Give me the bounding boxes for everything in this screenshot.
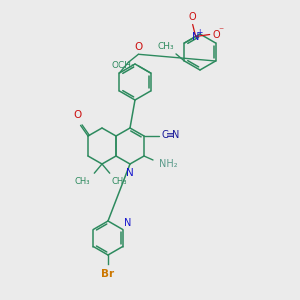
Text: NH₂: NH₂ bbox=[159, 159, 178, 169]
Text: O: O bbox=[74, 110, 82, 120]
Text: OCH₃: OCH₃ bbox=[112, 61, 136, 70]
Text: N: N bbox=[192, 32, 200, 41]
Text: O: O bbox=[134, 42, 142, 52]
Text: ≡: ≡ bbox=[166, 130, 174, 140]
Text: C: C bbox=[161, 130, 168, 140]
Text: +: + bbox=[196, 28, 203, 37]
Text: CH₃: CH₃ bbox=[158, 42, 174, 51]
Text: N: N bbox=[172, 130, 179, 140]
Text: CH₃: CH₃ bbox=[75, 177, 90, 186]
Text: ⁻: ⁻ bbox=[219, 26, 224, 37]
Text: N: N bbox=[124, 218, 131, 229]
Text: CH₃: CH₃ bbox=[112, 177, 127, 186]
Text: O: O bbox=[189, 11, 196, 22]
Text: O: O bbox=[213, 29, 220, 40]
Text: N: N bbox=[126, 168, 134, 178]
Text: Br: Br bbox=[101, 269, 115, 279]
